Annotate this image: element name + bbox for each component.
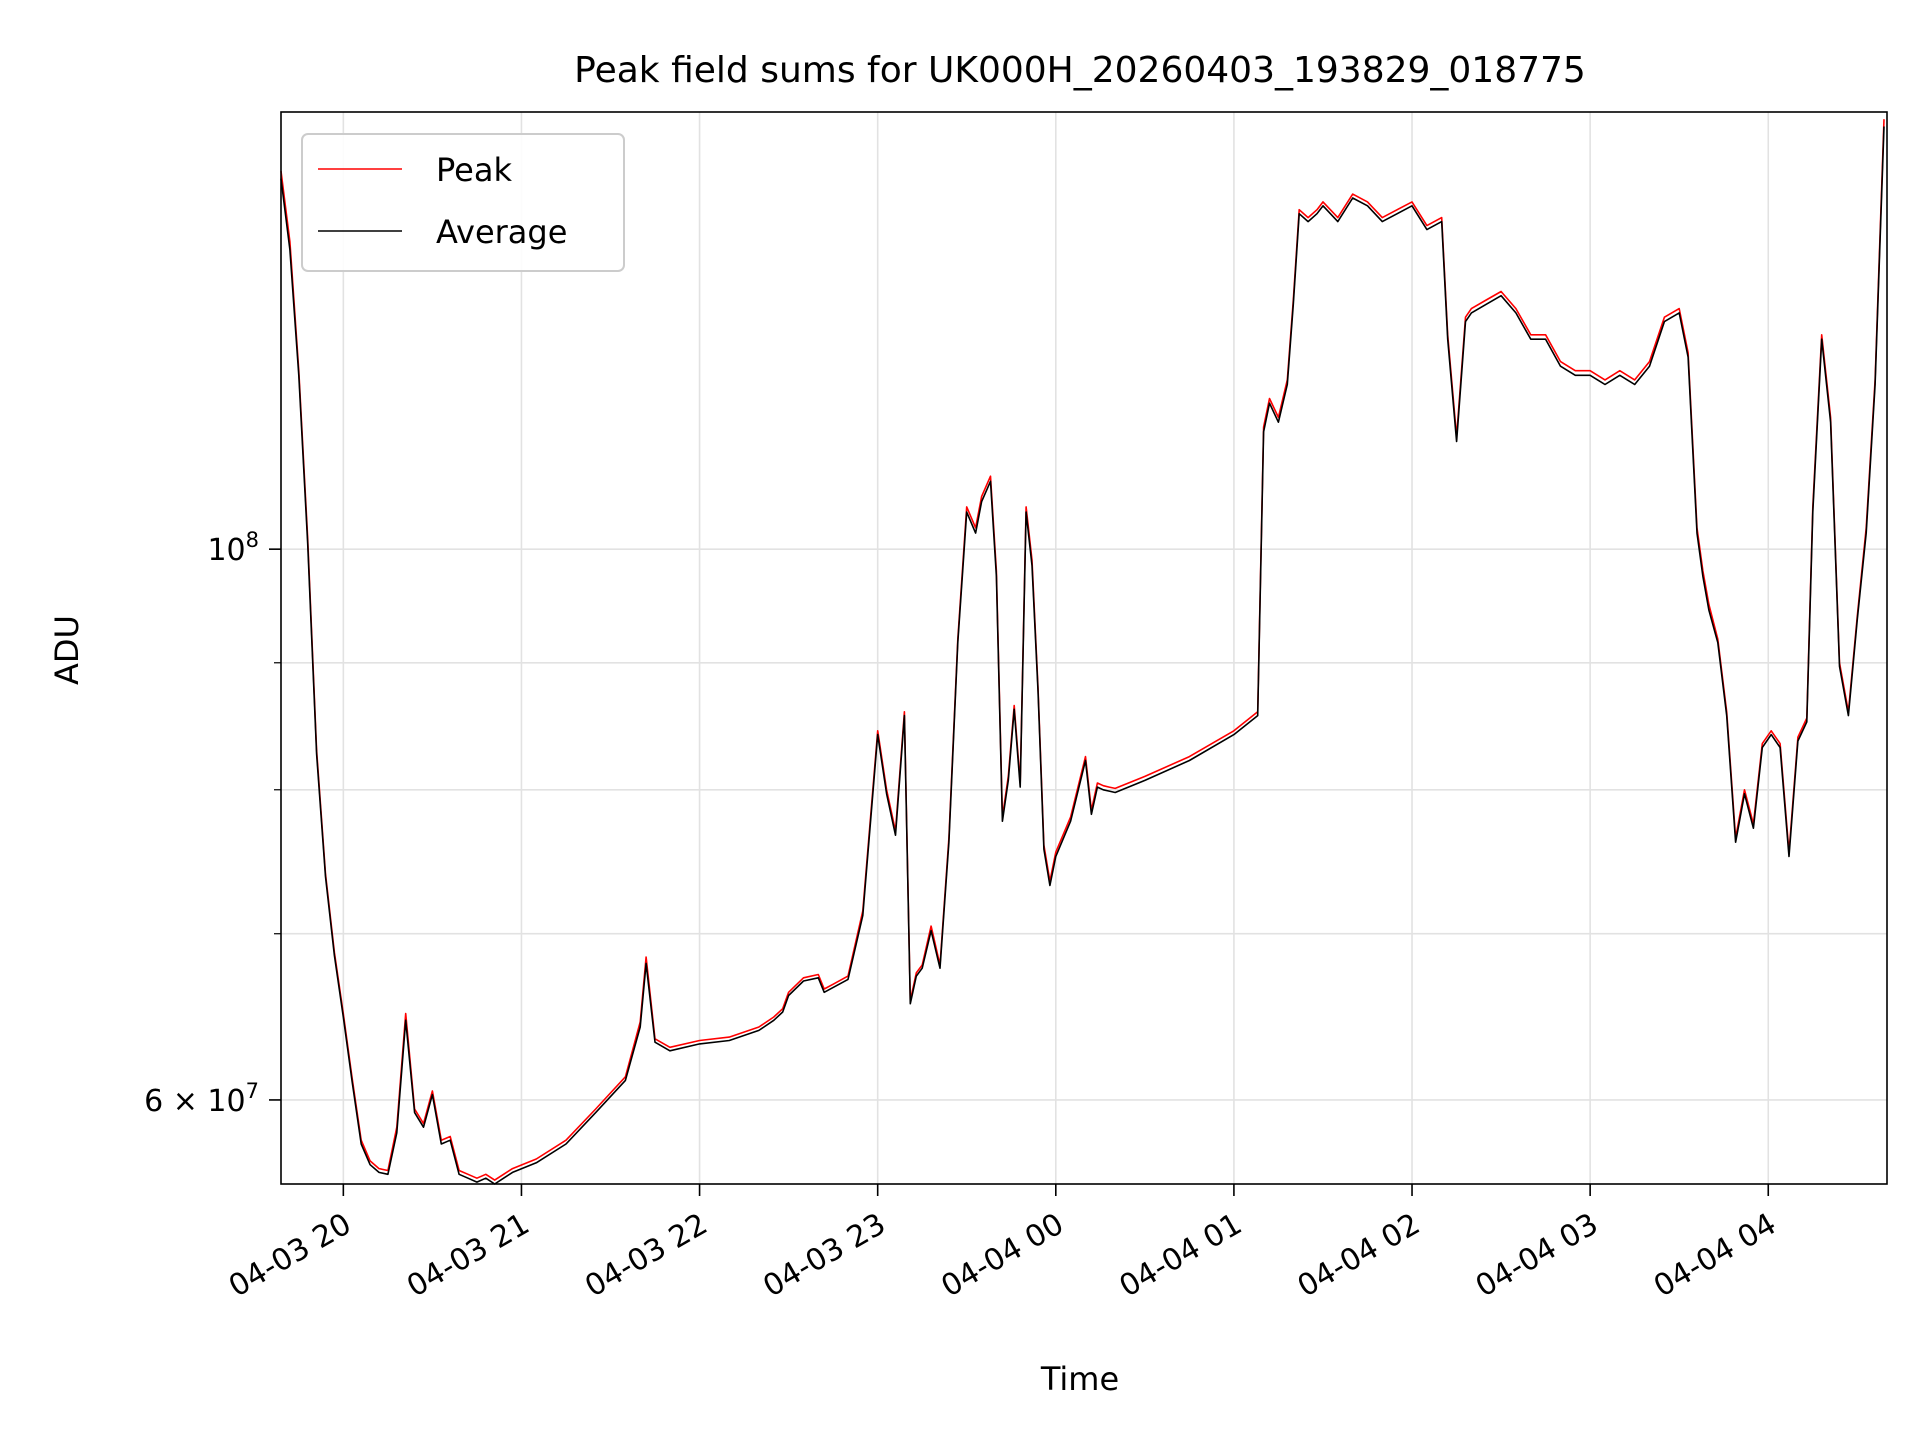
legend-label-peak: Peak	[436, 151, 512, 189]
chart-title: Peak field sums for UK000H_20260403_1938…	[574, 50, 1586, 91]
y-tick-label: 6 × 107	[144, 1079, 259, 1119]
y-tick-label: 108	[207, 528, 259, 568]
plot-lines	[280, 119, 1885, 1185]
legend-label-average: Average	[436, 213, 567, 251]
series-line-average	[280, 126, 1885, 1185]
grid	[281, 112, 1887, 1184]
y-axis-label: ADU	[48, 615, 86, 685]
x-axis-label: Time	[1040, 1360, 1119, 1398]
plot-frame	[280, 111, 1888, 1185]
y-axis: 108 6 × 107	[144, 528, 281, 1119]
legend: Peak Average	[301, 133, 625, 272]
